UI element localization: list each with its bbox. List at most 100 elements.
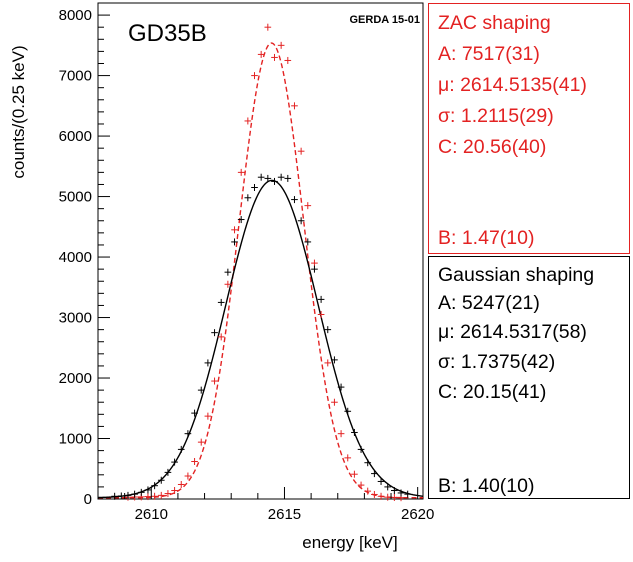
data-point: [264, 23, 272, 31]
data-point: [237, 168, 245, 176]
data-point: [277, 41, 285, 49]
gaussian-fit-box: Gaussian shaping A: 5247(21) μ: 2614.531…: [428, 256, 630, 499]
data-point: [191, 409, 198, 417]
data-point: [271, 53, 278, 61]
data-point: [144, 493, 152, 501]
data-point: [217, 298, 225, 306]
data-point: [171, 458, 178, 466]
gaussian-fit-title: Gaussian shaping: [438, 264, 595, 286]
x-tick-label: 2620: [401, 506, 434, 523]
y-tick-label: 2000: [59, 370, 92, 387]
data-point: [324, 326, 332, 334]
data-point: [191, 457, 198, 465]
y-tick-label: 0: [84, 491, 92, 508]
fit-curve: [97, 179, 424, 499]
data-point: [331, 398, 338, 406]
data-point: [257, 50, 265, 58]
gaussian-fit-param-sigma: σ: 1.7375(42): [438, 351, 556, 373]
data-point: [364, 459, 372, 467]
watermark-label: GERDA 15-01: [349, 14, 420, 26]
plot-frame: [97, 2, 424, 500]
data-point: [384, 493, 392, 501]
data-point: [224, 280, 232, 288]
y-tick-label: 8000: [59, 7, 92, 24]
data-point: [124, 491, 132, 499]
data-point: [284, 174, 292, 182]
zac-fit-param-c: C: 20.56(40): [438, 136, 547, 158]
x-axis-ticks: 2610 2615 2620: [97, 487, 434, 523]
zac-fit-box: ZAC shaping A: 7517(31) μ: 2614.5135(41)…: [428, 3, 630, 254]
data-point: [291, 196, 298, 204]
data-point: [184, 430, 192, 438]
x-tick-label: 2610: [135, 506, 168, 523]
data-point: [244, 117, 252, 125]
data-point: [331, 356, 338, 364]
data-point: [197, 386, 205, 394]
data-point: [231, 238, 238, 246]
data-point: [271, 177, 278, 185]
data-point: [371, 490, 378, 498]
data-point: [304, 202, 312, 210]
data-point: [237, 216, 245, 224]
zac-fit-title: ZAC shaping: [438, 12, 551, 34]
detector-label: GD35B: [128, 20, 207, 47]
data-point: [351, 428, 358, 436]
y-tick-label: 1000: [59, 431, 92, 448]
data-point: [204, 412, 212, 420]
data-point: [351, 470, 358, 478]
data-point: [377, 477, 385, 485]
data-point: [137, 488, 145, 496]
data-point: [337, 383, 345, 391]
data-point: [344, 407, 352, 415]
data-point: [157, 476, 165, 484]
data-point: [357, 481, 365, 489]
data-point: [131, 490, 138, 498]
data-point: [177, 480, 185, 488]
data-point: [164, 490, 172, 498]
data-point: [291, 102, 298, 110]
data-point: [177, 445, 185, 453]
x-axis-title: energy [keV]: [302, 533, 397, 552]
data-point: [311, 259, 318, 267]
data-point: [391, 487, 398, 495]
gaussian-fit-param-a: A: 5247(21): [438, 292, 540, 314]
data-point: [197, 438, 205, 446]
zac-fit-param-mu: μ: 2614.5135(41): [438, 74, 587, 96]
y-axis-ticks: 0 1000 2000 3000 4000 5000 6000 7000 8000: [59, 2, 110, 508]
data-point: [277, 173, 285, 181]
data-point: [264, 174, 272, 182]
data-point: [211, 329, 218, 337]
gaussian-fit-param-mu: μ: 2614.5317(58): [438, 321, 587, 343]
data-point: [211, 377, 218, 385]
data-point: [251, 183, 258, 191]
data-point: [371, 470, 378, 478]
data-point: [337, 430, 345, 438]
data-point: [284, 56, 292, 64]
y-tick-label: 6000: [59, 128, 92, 145]
y-axis-title: counts/(0.25 keV): [9, 45, 28, 178]
data-point: [244, 194, 252, 202]
data-point: [304, 238, 312, 246]
zac-fit-param-a: A: 7517(31): [438, 43, 540, 65]
data-point: [251, 72, 258, 80]
gaussian-fit-param-b: B: 1.40(10): [438, 475, 535, 497]
data-point: [397, 489, 405, 497]
zac-fit-param-sigma: σ: 1.2115(29): [438, 105, 554, 127]
data-point: [324, 359, 332, 367]
data-point: [404, 490, 412, 498]
data-point: [217, 333, 225, 341]
y-tick-label: 7000: [59, 68, 92, 85]
data-point: [317, 311, 325, 319]
data-point: [317, 295, 325, 303]
data-point: [151, 492, 158, 500]
data-point: [144, 486, 152, 494]
data-point: [151, 482, 158, 490]
data-point: [297, 147, 305, 155]
data-point: [297, 217, 305, 225]
data-points: [111, 23, 412, 502]
gaussian-fit-param-c: C: 20.15(41): [438, 381, 547, 403]
x-tick-label: 2615: [268, 506, 301, 523]
data-point: [357, 445, 365, 453]
